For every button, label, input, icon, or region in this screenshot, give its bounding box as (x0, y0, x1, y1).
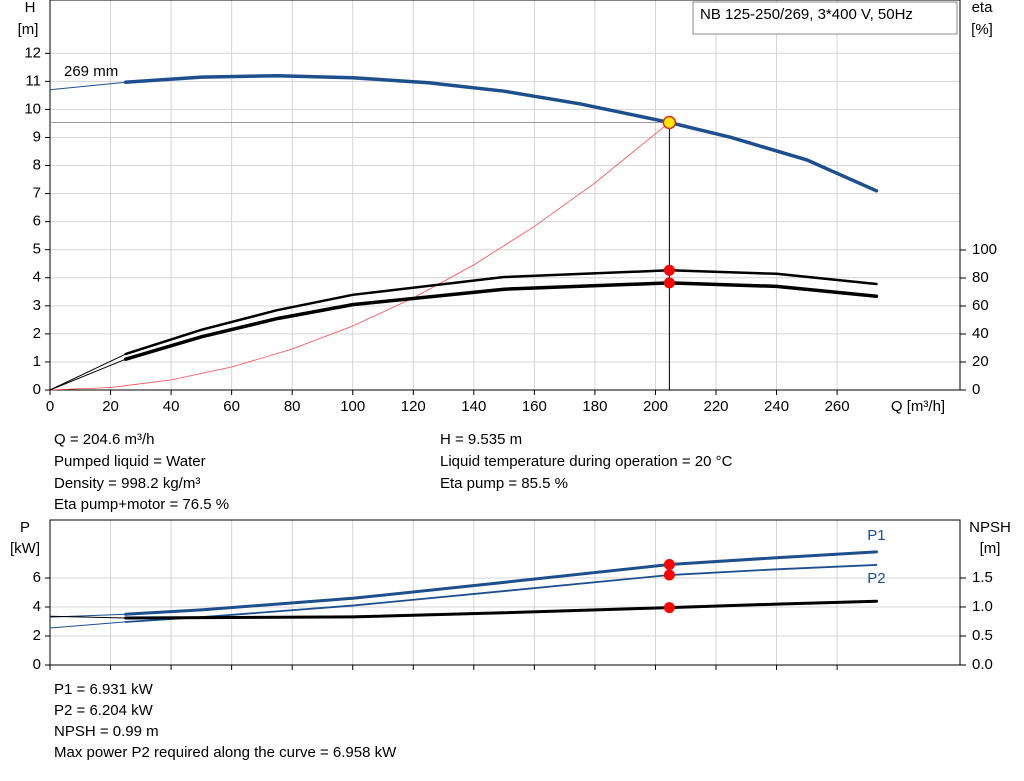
operating-point (662, 115, 677, 130)
impeller-label: 269 mm (64, 63, 118, 80)
curve (49, 358, 127, 391)
y-tick-label: 7 (33, 185, 41, 202)
y-tick-label: 4 (33, 598, 41, 615)
info-line: H = 9.535 m (440, 431, 522, 448)
y2-axis-unit: [%] (971, 21, 993, 38)
y2-tick-label: 0.0 (972, 656, 993, 673)
curve (49, 122, 670, 391)
y2-tick-label: 40 (972, 325, 989, 342)
duty-point (663, 277, 675, 289)
x-tick-label: 120 (401, 398, 426, 415)
duty-point (663, 559, 675, 571)
x-tick-label: 60 (223, 398, 240, 415)
y-axis-unit: [m] (18, 21, 39, 38)
x-tick-label: 80 (284, 398, 301, 415)
info-line: Pumped liquid = Water (54, 453, 206, 470)
x-tick-label: 40 (163, 398, 180, 415)
curve (123, 74, 879, 193)
y2-tick-label: 20 (972, 353, 989, 370)
y-tick-label: 10 (24, 100, 41, 117)
curve (49, 615, 127, 619)
y-tick-label: 5 (33, 241, 41, 258)
y-tick-label: 12 (24, 44, 41, 61)
legend-label: P2 (867, 570, 885, 587)
y2-axis-label: eta (972, 0, 994, 16)
plot-frame (49, 519, 961, 666)
duty-point (663, 602, 675, 614)
y-tick-label: 2 (33, 627, 41, 644)
y-tick-label: 2 (33, 325, 41, 342)
chart-title: NB 125-250/269, 3*400 V, 50Hz (700, 6, 913, 23)
y-axis-label: H (25, 0, 36, 16)
x-axis-label: Q [m³/h] (891, 398, 945, 415)
curve (123, 281, 879, 361)
y-axis-label: P (20, 519, 30, 536)
legend-label: P1 (867, 527, 885, 544)
y-tick-label: 4 (33, 269, 41, 286)
y-tick-label: 6 (33, 213, 41, 230)
curve (124, 599, 878, 620)
x-tick-label: 160 (522, 398, 547, 415)
duty-point (663, 569, 675, 581)
x-tick-label: 220 (703, 398, 728, 415)
info-line: Max power P2 required along the curve = … (54, 744, 397, 761)
curve (124, 269, 878, 356)
y-tick-label: 0 (33, 381, 41, 398)
y2-axis-label: NPSH (969, 519, 1011, 536)
info-line: Density = 998.2 kg/m³ (54, 475, 200, 492)
y2-tick-label: 100 (972, 241, 997, 258)
info-line: P2 = 6.204 kW (54, 702, 154, 719)
x-tick-label: 100 (340, 398, 365, 415)
curve (49, 81, 127, 91)
y2-tick-label: 1.5 (972, 569, 993, 586)
info-line: Q = 204.6 m³/h (54, 431, 154, 448)
info-line: Liquid temperature during operation = 20… (440, 453, 733, 470)
curve (124, 550, 878, 616)
title-box (692, 1, 958, 35)
info-line: P1 = 6.931 kW (54, 681, 154, 698)
y-tick-label: 1 (33, 353, 41, 370)
curve (49, 353, 127, 391)
x-tick-label: 20 (102, 398, 119, 415)
duty-point (663, 264, 675, 276)
x-tick-label: 0 (46, 398, 54, 415)
y-tick-label: 6 (33, 569, 41, 586)
y-tick-label: 11 (25, 72, 41, 89)
y-tick-label: 9 (33, 128, 41, 145)
x-tick-label: 240 (764, 398, 789, 415)
x-tick-label: 260 (825, 398, 850, 415)
info-line: Eta pump = 85.5 % (440, 475, 568, 492)
curve (49, 621, 127, 629)
y-tick-label: 8 (33, 157, 41, 174)
y-tick-label: 3 (33, 297, 41, 314)
x-tick-label: 140 (461, 398, 486, 415)
y2-tick-label: 0 (972, 381, 980, 398)
y2-tick-label: 1.0 (972, 598, 993, 615)
y2-tick-label: 80 (972, 269, 989, 286)
y2-tick-label: 60 (972, 297, 989, 314)
info-line: Eta pump+motor = 76.5 % (54, 496, 229, 513)
y-axis-unit: [kW] (10, 540, 40, 557)
x-tick-label: 180 (582, 398, 607, 415)
y2-axis-unit: [m] (980, 540, 1001, 557)
plot-frame (49, 0, 961, 391)
y2-tick-label: 0.5 (972, 627, 993, 644)
y-tick-label: 0 (33, 656, 41, 673)
x-tick-label: 200 (643, 398, 668, 415)
info-line: NPSH = 0.99 m (54, 723, 159, 740)
